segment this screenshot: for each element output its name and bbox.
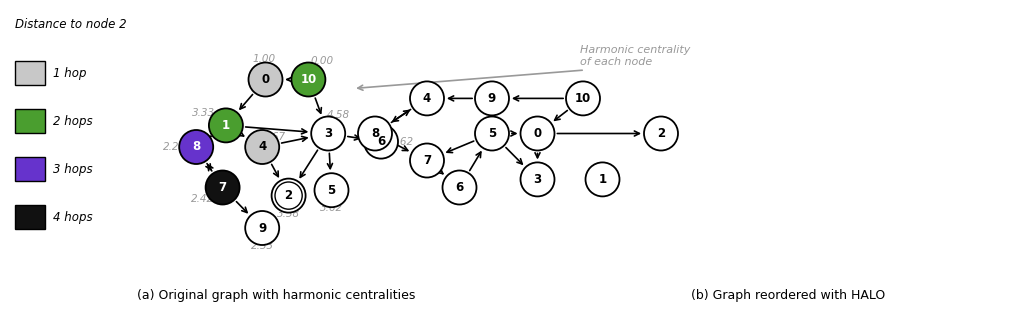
Text: 6: 6 (377, 135, 385, 148)
Text: 8: 8 (193, 140, 201, 153)
Text: 4 hops: 4 hops (53, 210, 92, 224)
Text: 3.62: 3.62 (391, 137, 415, 147)
Text: 3.62: 3.62 (319, 203, 343, 213)
Circle shape (520, 117, 555, 150)
Circle shape (475, 82, 509, 115)
Text: 1 hop: 1 hop (53, 67, 86, 79)
Text: 4: 4 (258, 140, 266, 153)
Text: 2.42: 2.42 (191, 194, 214, 205)
Text: 0: 0 (261, 73, 269, 86)
FancyBboxPatch shape (15, 109, 45, 133)
Circle shape (314, 173, 348, 207)
Text: 2.53: 2.53 (251, 241, 273, 251)
Circle shape (442, 170, 476, 205)
Text: 4.58: 4.58 (327, 110, 350, 121)
Circle shape (410, 144, 444, 178)
Circle shape (245, 130, 280, 164)
Text: 2: 2 (285, 189, 293, 202)
Text: 10: 10 (300, 73, 316, 86)
Text: (b) Graph reordered with HALO: (b) Graph reordered with HALO (691, 289, 886, 302)
Circle shape (245, 211, 280, 245)
Circle shape (292, 63, 326, 96)
Text: 4: 4 (423, 92, 431, 105)
FancyBboxPatch shape (15, 205, 45, 229)
Text: 3.58: 3.58 (278, 209, 300, 219)
Text: 1: 1 (598, 173, 606, 186)
Circle shape (311, 117, 345, 150)
Circle shape (644, 117, 678, 150)
Text: (a) Original graph with harmonic centralities: (a) Original graph with harmonic central… (137, 289, 416, 302)
Text: 6: 6 (456, 181, 464, 194)
Circle shape (520, 162, 555, 197)
Circle shape (364, 125, 398, 159)
FancyBboxPatch shape (15, 157, 45, 181)
Circle shape (586, 162, 620, 197)
Circle shape (566, 82, 600, 115)
Text: 2.67: 2.67 (262, 132, 286, 142)
Text: 3.33: 3.33 (193, 108, 215, 118)
Text: 5: 5 (328, 184, 336, 197)
Text: 9: 9 (487, 92, 496, 105)
Text: 7: 7 (218, 181, 226, 194)
Text: 10: 10 (574, 92, 591, 105)
Circle shape (475, 117, 509, 150)
Circle shape (179, 130, 213, 164)
Circle shape (358, 117, 392, 150)
Text: 0.00: 0.00 (311, 56, 334, 67)
Text: 1.00: 1.00 (253, 55, 276, 64)
Text: 2: 2 (657, 127, 665, 140)
Circle shape (206, 170, 240, 205)
Text: 0: 0 (534, 127, 542, 140)
Text: 2 hops: 2 hops (53, 114, 92, 127)
Text: 3: 3 (534, 173, 542, 186)
Circle shape (410, 82, 444, 115)
FancyBboxPatch shape (15, 61, 45, 85)
Text: Distance to node 2: Distance to node 2 (15, 19, 127, 32)
Text: 9: 9 (258, 222, 266, 234)
Text: 8: 8 (371, 127, 379, 140)
Text: 1: 1 (222, 119, 230, 132)
Text: Harmonic centrality
of each node: Harmonic centrality of each node (580, 45, 690, 67)
Circle shape (209, 108, 243, 142)
Text: 2.28: 2.28 (163, 142, 185, 152)
Text: 7: 7 (423, 154, 431, 167)
Circle shape (249, 63, 283, 96)
Text: 5: 5 (487, 127, 496, 140)
Text: 3 hops: 3 hops (53, 162, 92, 175)
Circle shape (271, 179, 305, 213)
Text: 3: 3 (325, 127, 332, 140)
